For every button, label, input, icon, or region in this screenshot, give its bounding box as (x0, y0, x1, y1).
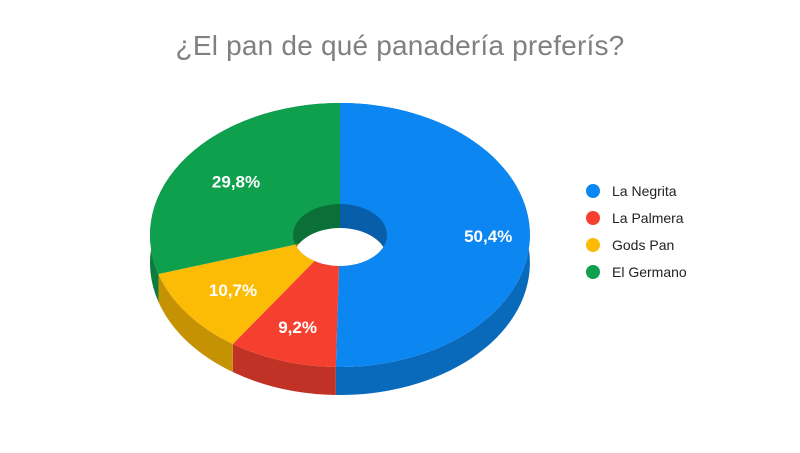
legend-color-dot (586, 183, 600, 198)
hole-inner-wall-el-germano (293, 204, 340, 256)
legend-item-gods-pan: Gods Pan (586, 231, 687, 258)
chart-legend: La Negrita La Palmera Gods Pan El Germano (586, 177, 687, 285)
pie-slice-wall-la-palmera (232, 343, 336, 395)
pie-slice-gods-pan (158, 235, 340, 344)
pie-slice-la-palmera (232, 235, 340, 367)
legend-item-el-germano: El Germano (586, 258, 687, 285)
chart-title: ¿El pan de qué panadería preferís? (175, 30, 625, 61)
legend-item-label: La Negrita (612, 182, 677, 199)
pie-slice-la-negrita (335, 103, 530, 367)
pie-slice-wall-gods-pan (158, 273, 233, 372)
legend-item-label: Gods Pan (612, 236, 675, 253)
legend-color-dot (586, 210, 600, 225)
pie-slice-el-germano (150, 103, 340, 274)
legend-item-label: La Palmera (612, 209, 684, 226)
slice-value-label-el-germano: 29,8% (212, 173, 260, 192)
legend-item-la-negrita: La Negrita (586, 177, 687, 204)
slice-value-label-gods-pan: 10,7% (209, 281, 257, 300)
legend-item-label: El Germano (612, 263, 687, 280)
donut-hole-floor (293, 228, 387, 266)
donut-hole (293, 204, 387, 266)
legend-color-dot (586, 237, 600, 252)
legend-color-dot (586, 264, 600, 279)
legend-item-la-palmera: La Palmera (586, 204, 687, 231)
slice-value-label-la-palmera: 9,2% (278, 318, 317, 337)
slice-value-label-la-negrita: 50,4% (464, 227, 512, 246)
